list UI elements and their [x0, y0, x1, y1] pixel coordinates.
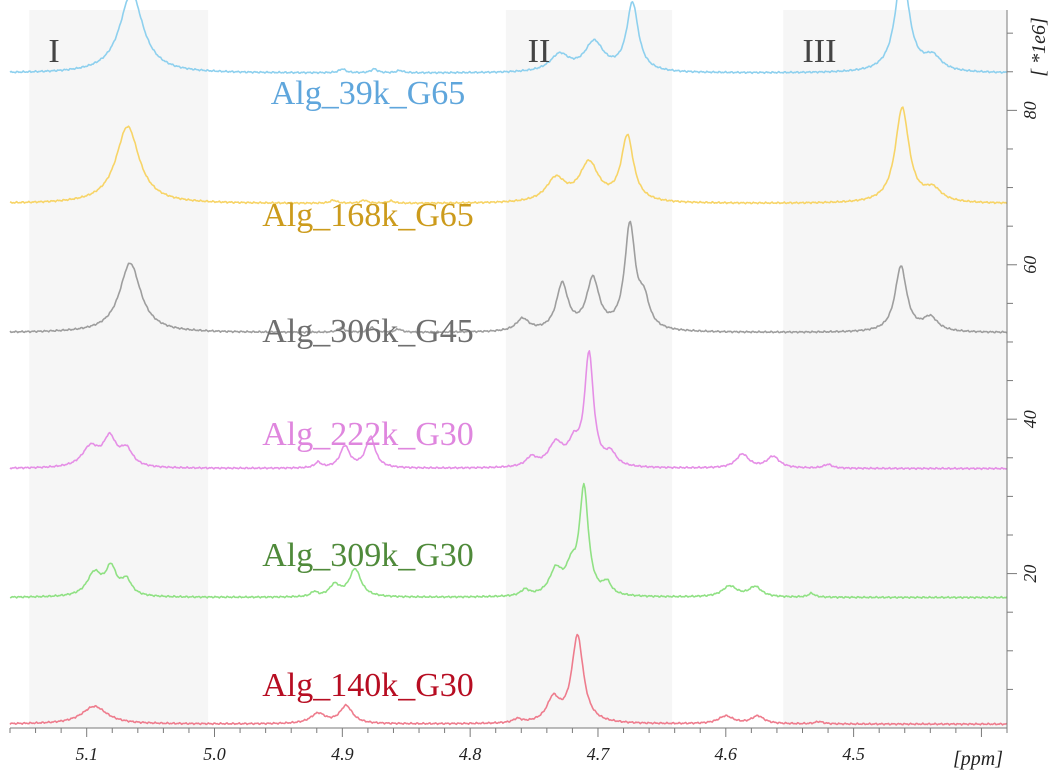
x-axis-unit-label: [ppm] — [953, 748, 1003, 770]
y-tick-label: 20 — [1020, 565, 1040, 583]
x-axis-ticks: 5.1 5.0 4.9 4.8 4.7 4.6 4.5 — [9, 728, 1008, 764]
spectrum-line-alg-309k-g30 — [9, 482, 1008, 600]
y-axis-unit-label: [ *1e6] — [1028, 17, 1050, 76]
spectrum-labels-group: Alg_39k_G65 Alg_168k_G65 Alg_306k_G45 Alg_2… — [262, 75, 474, 704]
spectrum-label-alg-306k-g45: Alg_306k_G45 — [262, 313, 474, 350]
region-shade-3 — [783, 10, 1007, 728]
spectrum-label-alg-309k-g30: Alg_309k_G30 — [262, 537, 474, 574]
y-tick-label: 80 — [1020, 101, 1040, 119]
spectrum-label-alg-140k-g30: Alg_140k_G30 — [262, 667, 474, 704]
spectrum-line-alg-306k-g45 — [9, 220, 1008, 334]
spectrum-label-alg-222k-g30: Alg_222k_G30 — [262, 416, 474, 453]
x-tick-label: 4.8 — [459, 744, 482, 764]
region-shade-2 — [505, 10, 673, 728]
axes-group: 5.1 5.0 4.9 4.8 4.7 4.6 4.5 20 40 60 80 [ppm] [ *… — [9, 10, 1050, 770]
spectrum-line-alg-168k-g65 — [9, 106, 1008, 205]
region-label-2: II — [528, 33, 551, 70]
y-tick-label: 40 — [1020, 410, 1040, 428]
region-shading-group — [29, 10, 1007, 728]
x-tick-label: 4.6 — [715, 744, 738, 764]
region-labels-group: I II III — [48, 33, 836, 70]
spectrum-line-alg-140k-g30 — [9, 633, 1008, 726]
x-tick-label: 5.0 — [203, 744, 226, 764]
region-shade-1 — [29, 10, 209, 728]
region-label-3: III — [802, 33, 836, 70]
x-tick-label: 4.7 — [587, 744, 611, 764]
x-tick-label: 4.5 — [842, 744, 865, 764]
spectrum-line-alg-39k-g65 — [9, 0, 1008, 75]
y-axis-ticks: 20 40 60 80 — [1007, 32, 1040, 690]
region-label-1: I — [48, 33, 59, 70]
spectrum-label-alg-168k-g65: Alg_168k_G65 — [262, 197, 474, 234]
spectra-group — [9, 0, 1008, 726]
x-tick-label: 5.1 — [75, 744, 98, 764]
spectrum-label-alg-39k-g65: Alg_39k_G65 — [271, 75, 466, 112]
y-tick-label: 60 — [1020, 256, 1040, 274]
x-tick-label: 4.9 — [331, 744, 354, 764]
spectrum-line-alg-222k-g30 — [9, 350, 1008, 471]
